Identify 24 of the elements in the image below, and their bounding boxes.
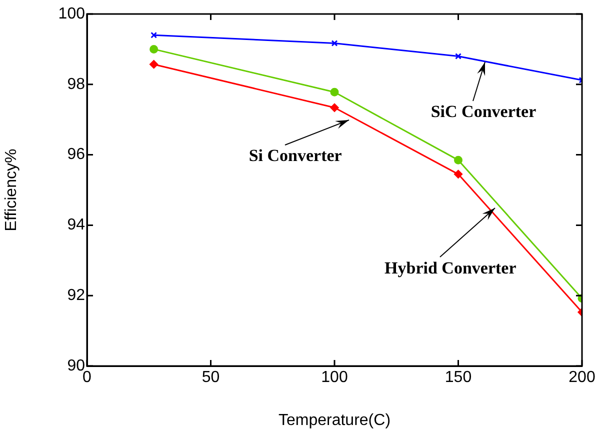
- x-tick-label: 150: [444, 369, 472, 386]
- annotation: Hybrid Converter: [384, 258, 517, 278]
- y-tick-label: 96: [67, 146, 86, 164]
- y-axis-title: Efficiency%: [3, 148, 20, 232]
- x-tick-label: 50: [202, 369, 220, 386]
- y-tick-label: 98: [67, 76, 86, 93]
- point: [150, 32, 158, 38]
- point: [150, 44, 158, 54]
- x-tick-label: 200: [568, 369, 596, 386]
- point: [454, 170, 462, 178]
- x-tick-label: 0: [82, 369, 92, 386]
- point: [455, 53, 462, 60]
- point: [331, 40, 338, 46]
- annotation: Si Converter: [248, 146, 342, 165]
- y-tick-label: 100: [58, 5, 86, 22]
- annotation: SiC Converter: [430, 102, 537, 121]
- point: [454, 156, 462, 164]
- x-tick-label: 100: [321, 369, 348, 386]
- y-tick-label: 94: [67, 216, 86, 234]
- x-axis-title: Temperature(C): [278, 412, 391, 429]
- point: [150, 60, 158, 69]
- point: [330, 88, 339, 96]
- point: [330, 103, 339, 112]
- y-tick-label: 92: [67, 287, 86, 304]
